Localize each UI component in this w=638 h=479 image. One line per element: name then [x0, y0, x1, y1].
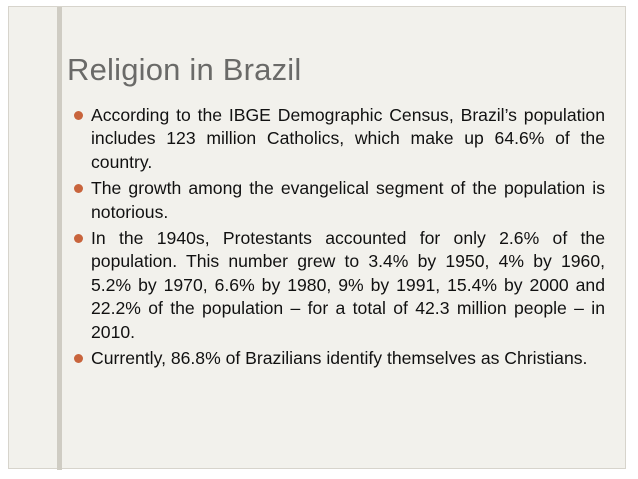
bullet-dot-icon: [74, 184, 83, 194]
bullet-text: In the 1940s, Protestants accounted for …: [91, 228, 605, 342]
slide-title: Religion in Brazil: [67, 52, 302, 87]
bullet-text: Currently, 86.8% of Brazilians identify …: [91, 348, 588, 369]
bullet-item: Currently, 86.8% of Brazilians identify …: [74, 347, 605, 370]
bullet-list: According to the IBGE Demographic Census…: [74, 104, 605, 373]
bullet-text: The growth among the evangelical segment…: [91, 178, 605, 222]
bullet-item: The growth among the evangelical segment…: [74, 177, 605, 224]
bullet-dot-icon: [74, 111, 83, 120]
bullet-dot-icon: [74, 354, 83, 364]
bullet-dot-icon: [74, 234, 83, 244]
bullet-text: According to the IBGE Demographic Census…: [91, 105, 605, 172]
bullet-item: In the 1940s, Protestants accounted for …: [74, 227, 605, 344]
bullet-item: According to the IBGE Demographic Census…: [74, 104, 605, 174]
accent-bar: [57, 7, 62, 470]
slide: [8, 6, 626, 470]
